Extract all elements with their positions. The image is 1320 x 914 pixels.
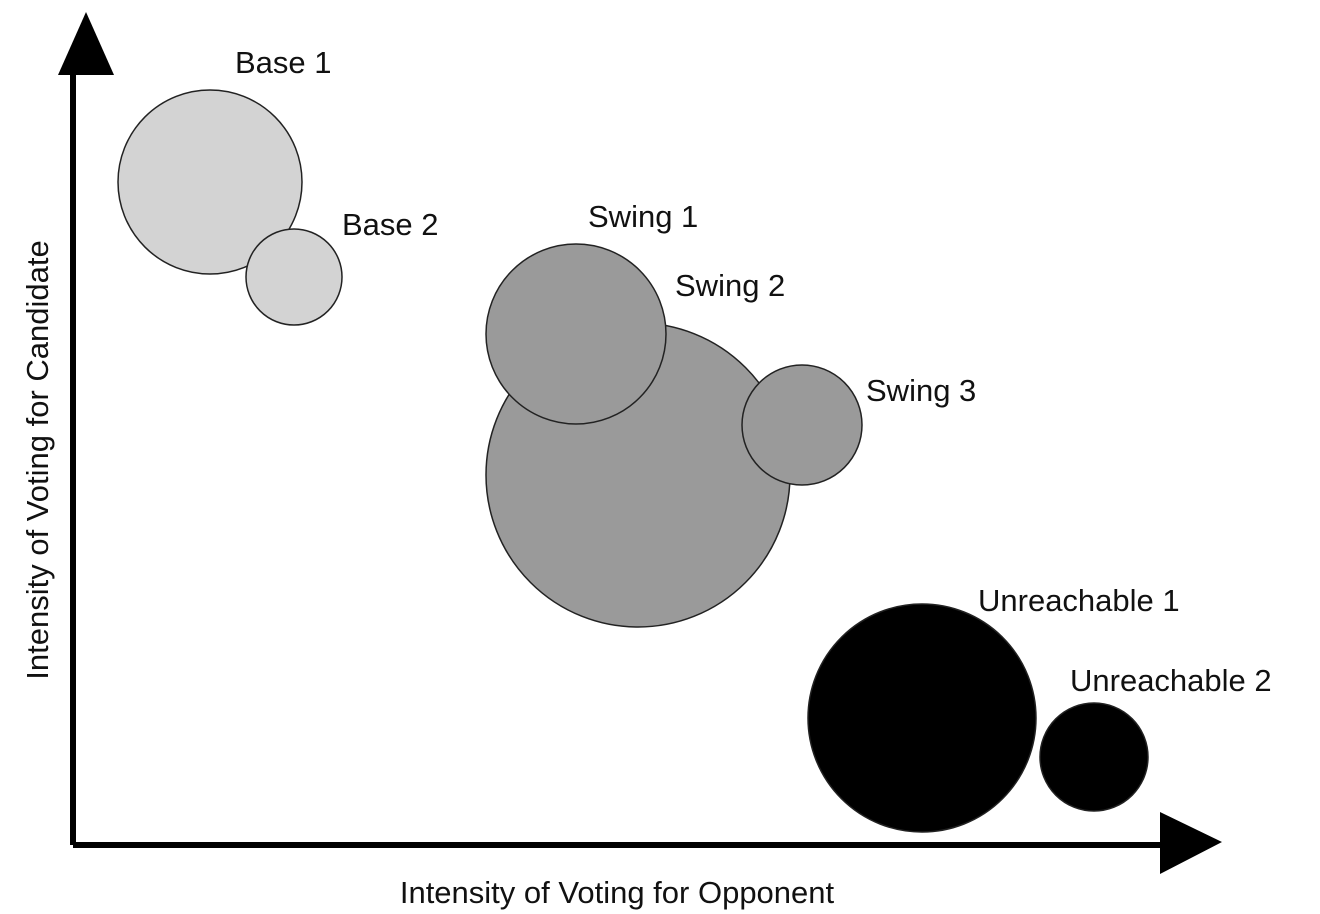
bubble-label: Unreachable 2 — [1070, 663, 1272, 698]
bubble-label: Unreachable 1 — [978, 583, 1180, 618]
bubble-label: Swing 2 — [675, 268, 785, 303]
bubble — [245, 228, 343, 326]
bubble — [741, 364, 863, 486]
bubble-label: Base 2 — [342, 207, 439, 242]
bubble — [117, 89, 303, 275]
bubble-label: Swing 1 — [588, 199, 698, 234]
bubble — [807, 603, 1037, 833]
x-axis-label: Intensity of Voting for Opponent — [400, 875, 835, 910]
y-axis-arrow — [58, 12, 114, 75]
bubble — [1039, 702, 1149, 812]
bubble-label: Base 1 — [235, 45, 332, 80]
bubble-label: Swing 3 — [866, 373, 976, 408]
bubble — [485, 243, 667, 425]
y-axis-label: Intensity of Voting for Candidate — [20, 240, 55, 679]
x-axis-arrow — [1160, 812, 1222, 874]
